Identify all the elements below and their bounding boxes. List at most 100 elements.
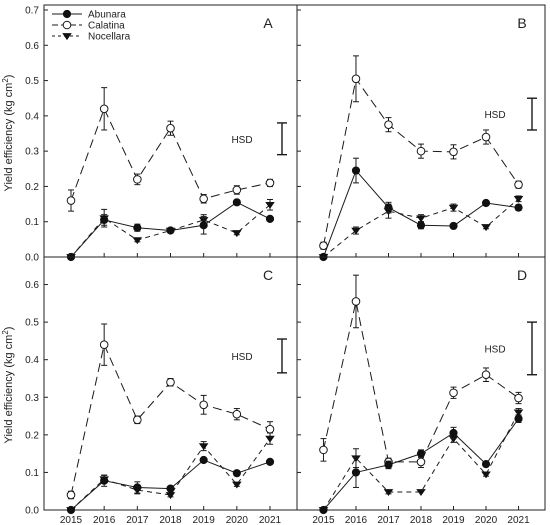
marker-abunara-a-6 — [265, 214, 275, 223]
marker-calatina-d-1 — [351, 297, 361, 306]
panel-letter-c: C — [263, 267, 273, 283]
marker-nocellara-d-5 — [481, 471, 491, 479]
marker-abunara-c-4 — [199, 455, 208, 465]
marker-abunara-c-0 — [66, 505, 76, 515]
y-axis-title-top: Yield efficiency (kg cm2) — [1, 75, 16, 192]
marker-calatina-a-2 — [133, 175, 142, 184]
marker-calatina-b-4 — [449, 147, 458, 157]
marker-calatina-legend-0 — [62, 20, 72, 30]
x-tick-label-c-3: 2018 — [159, 515, 182, 525]
marker-nocellara-c-3 — [165, 492, 176, 500]
panel-letter-b: B — [517, 15, 526, 31]
panel-letter-d: D — [517, 267, 527, 283]
x-tick-label-d-3: 2018 — [410, 515, 433, 525]
y-tick-label-a-2: 0.2 — [25, 182, 39, 193]
y-tick-label-a-6: 0.6 — [25, 41, 39, 52]
y-tick-label-a-0: 0.0 — [25, 253, 39, 264]
marker-calatina-d-0 — [319, 445, 328, 455]
legend-label-nocellara: Nocellara — [88, 32, 131, 43]
marker-nocellara-c-6 — [265, 435, 275, 443]
marker-abunara-b-3 — [416, 221, 426, 230]
marker-calatina-c-3 — [166, 377, 175, 387]
y-tick-label-c-3: 0.3 — [25, 393, 39, 404]
y-tick-label-a-5: 0.5 — [25, 76, 39, 87]
marker-abunara-d-5 — [481, 460, 491, 469]
marker-calatina-b-3 — [416, 146, 426, 156]
marker-nocellara-a-5 — [232, 230, 242, 238]
marker-abunara-b-5 — [481, 198, 491, 208]
marker-nocellara-c-5 — [232, 481, 242, 489]
marker-abunara-c-2 — [133, 483, 142, 492]
marker-calatina-a-3 — [166, 123, 175, 133]
marker-abunara-c-3 — [166, 484, 175, 493]
hsd-label-b: HSD — [484, 110, 505, 121]
panel-letter-a: A — [263, 15, 273, 31]
hsd-label-d: HSD — [484, 344, 505, 355]
hsd-label-c: HSD — [231, 352, 252, 363]
marker-calatina-d-6 — [514, 393, 523, 403]
marker-nocellara-b-6 — [513, 195, 524, 203]
y-tick-label-c-0: 0.0 — [25, 506, 39, 517]
panel-b: B HSD — [296, 4, 546, 262]
marker-calatina-a-4 — [199, 194, 208, 204]
x-tick-label-c-5: 2020 — [226, 515, 249, 525]
marker-calatina-d-4 — [449, 388, 458, 398]
x-tick-label-d-2: 2017 — [377, 515, 400, 525]
marker-abunara-b-6 — [514, 203, 523, 212]
marker-calatina-b-6 — [514, 180, 523, 189]
marker-calatina-c-1 — [99, 340, 109, 349]
marker-abunara-d-1 — [351, 468, 361, 477]
y-tick-label-a-7: 0.7 — [25, 6, 39, 17]
y-tick-label-c-1: 0.1 — [25, 468, 39, 479]
marker-abunara-c-6 — [265, 457, 275, 467]
marker-nocellara-d-6 — [513, 409, 524, 417]
marker-nocellara-b-5 — [481, 224, 491, 232]
y-tick-label-a-1: 0.1 — [25, 217, 39, 228]
marker-nocellara-c-4 — [198, 443, 209, 451]
legend-label-calatina: Calatina — [88, 21, 125, 32]
x-tick-label-c-2: 2017 — [126, 515, 149, 525]
marker-calatina-a-5 — [232, 185, 242, 195]
x-tick-label-c-6: 2021 — [259, 515, 282, 525]
marker-calatina-a-0 — [66, 196, 76, 205]
x-tick-label-d-4: 2019 — [442, 515, 465, 525]
marker-nocellara-b-1 — [351, 227, 361, 235]
marker-abunara-d-4 — [449, 428, 458, 438]
marker-calatina-d-5 — [481, 370, 491, 380]
legend-label-abunara: Abunara — [88, 10, 126, 21]
marker-calatina-a-6 — [265, 178, 275, 188]
line-abunara-b — [322, 169, 519, 258]
marker-nocellara-b-3 — [416, 215, 426, 223]
marker-abunara-a-5 — [232, 198, 241, 207]
hsd-label-a: HSD — [231, 135, 252, 146]
x-tick-label-d-1: 2016 — [345, 515, 368, 525]
y-axis-title-bottom: Yield efficiency (kg cm2) — [1, 327, 16, 444]
marker-nocellara-legend-0 — [62, 33, 72, 41]
marker-abunara-a-3 — [166, 226, 175, 235]
x-tick-label-c-1: 2016 — [93, 515, 116, 525]
marker-abunara-a-2 — [133, 223, 142, 232]
marker-abunara-d-0 — [319, 505, 328, 515]
x-tick-label-d-5: 2020 — [475, 515, 498, 525]
marker-nocellara-d-2 — [383, 489, 394, 497]
panel-frame-d — [296, 256, 546, 511]
marker-abunara-d-3 — [416, 449, 426, 458]
panel-c: 0.0 0.1 0.2 0.3 0.4 0.5 0.6 2015 2016 2017 2018 201… — [25, 256, 298, 525]
marker-abunara-legend-0 — [62, 9, 72, 19]
marker-nocellara-a-6 — [265, 201, 275, 209]
marker-nocellara-b-4 — [448, 204, 459, 212]
y-tick-label-c-6: 0.6 — [25, 280, 39, 291]
marker-calatina-b-1 — [351, 74, 361, 84]
marker-abunara-c-1 — [100, 476, 109, 485]
marker-calatina-b-0 — [319, 241, 328, 251]
marker-calatina-c-2 — [133, 415, 142, 425]
marker-calatina-b-5 — [481, 132, 491, 142]
marker-abunara-a-1 — [100, 215, 109, 225]
marker-abunara-b-1 — [351, 166, 361, 175]
panel-d: 2015 2016 2017 2018 2019 2020 2021 D HSD — [296, 256, 546, 525]
marker-abunara-d-6 — [514, 414, 523, 423]
marker-calatina-a-1 — [99, 104, 109, 114]
marker-calatina-c-4 — [199, 400, 208, 410]
